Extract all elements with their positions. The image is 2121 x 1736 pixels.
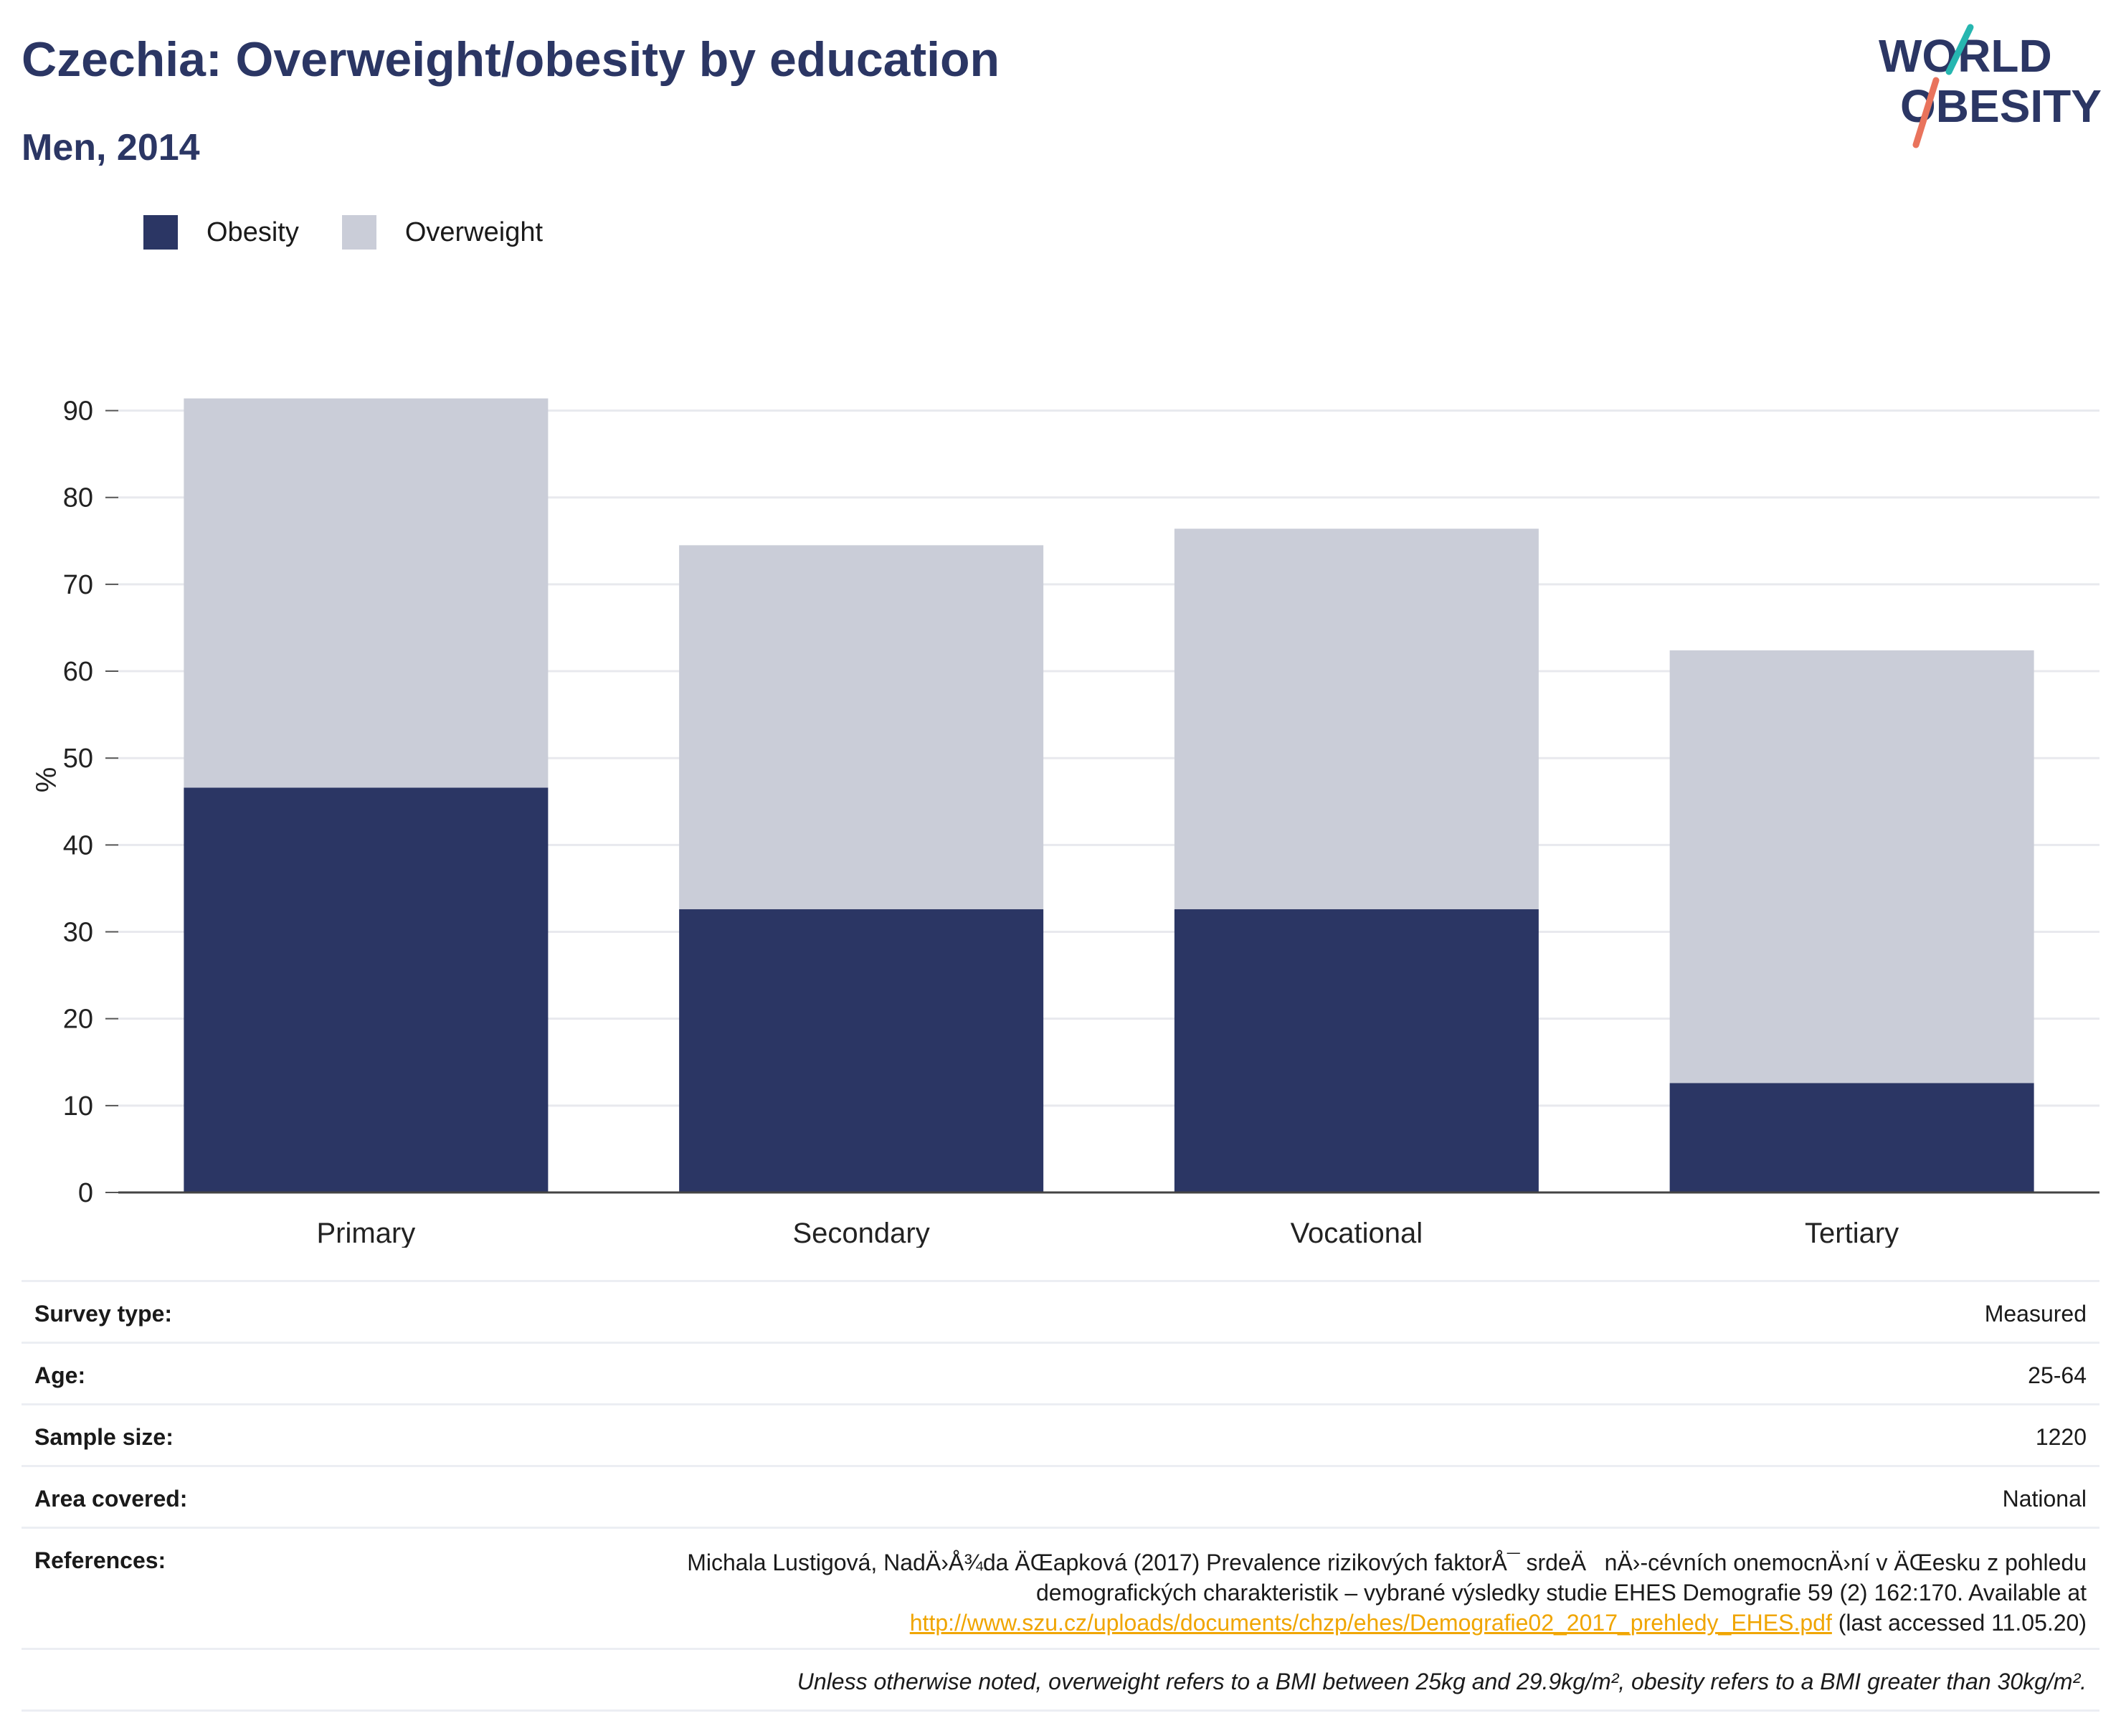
bar-overweight-primary	[184, 398, 549, 788]
y-tick-label: 0	[78, 1178, 93, 1208]
page-title: Czechia: Overweight/obesity by education	[22, 32, 1000, 87]
x-tick-label: Tertiary	[1805, 1218, 1899, 1248]
bar-overweight-vocational	[1174, 528, 1539, 910]
y-tick-label: 10	[63, 1091, 93, 1121]
info-label: Survey type:	[34, 1301, 173, 1327]
y-tick-label: 50	[63, 744, 93, 774]
info-row-references: References: Michala Lustigová, NadÄ›Å¾da…	[22, 1527, 2099, 1648]
info-value: Measured	[1984, 1301, 2087, 1327]
info-value: 25-64	[2028, 1362, 2087, 1388]
survey-info-table: Survey type: Measured Age: 25-64 Sample …	[22, 1280, 2099, 1712]
bar-overweight-secondary	[679, 545, 1044, 910]
legend-item-overweight[interactable]: Overweight	[341, 215, 544, 250]
y-tick-label: 40	[63, 830, 93, 860]
references-line: demografických charakteristik – vybrané …	[1035, 1580, 2087, 1605]
references-link[interactable]: http://www.szu.cz/uploads/documents/chzp…	[909, 1610, 1832, 1636]
info-label: Area covered:	[34, 1486, 188, 1512]
stacked-bar-chart: 0 10 20 30 40 50 60 70 80 90% Primary Secondary Voca…	[31, 397, 2099, 1248]
info-row-age: Age: 25-64	[22, 1342, 2099, 1403]
legend-swatch-obesity	[143, 215, 178, 250]
references-text: Michala Lustigová, NadÄ›Å¾da ÄŒapková (2…	[687, 1547, 2087, 1638]
y-axis-label: %	[31, 767, 62, 793]
bar-obesity-primary	[184, 787, 549, 1192]
x-tick-label: Secondary	[793, 1218, 930, 1248]
y-tick-label: 30	[63, 918, 93, 948]
info-row-sample-size: Sample size: 1220	[22, 1403, 2099, 1465]
world-obesity-logo: WORLD OBESITY	[1864, 22, 2108, 151]
chart-legend: Obesity Overweight	[143, 215, 586, 250]
y-tick-label: 70	[63, 570, 93, 600]
x-tick-label: Primary	[316, 1218, 415, 1248]
references-accessed: (last accessed 11.05.20)	[1831, 1610, 2087, 1636]
legend-label-overweight: Overweight	[404, 217, 544, 247]
x-tick-label: Vocational	[1291, 1218, 1423, 1248]
info-value: 1220	[2035, 1424, 2087, 1450]
y-tick-label: 60	[63, 657, 93, 687]
legend-item-obesity[interactable]: Obesity	[143, 215, 299, 250]
bmi-definition-note: Unless otherwise noted, overweight refer…	[22, 1648, 2099, 1712]
info-label: References:	[34, 1547, 166, 1573]
info-row-survey-type: Survey type: Measured	[22, 1280, 2099, 1342]
bar-obesity-vocational	[1174, 909, 1539, 1192]
bar-obesity-secondary	[679, 909, 1044, 1192]
info-label: Sample size:	[34, 1424, 174, 1450]
y-tick-label: 90	[63, 397, 93, 427]
references-line: Michala Lustigová, NadÄ›Å¾da ÄŒapková (2…	[687, 1550, 2087, 1575]
legend-swatch-overweight	[341, 215, 376, 250]
references-line: http://www.szu.cz/uploads/documents/chzp…	[687, 1608, 2087, 1638]
bar-overweight-tertiary	[1669, 650, 2034, 1083]
info-row-area-covered: Area covered: National	[22, 1465, 2099, 1527]
y-tick-label: 20	[63, 1005, 93, 1035]
bar-obesity-tertiary	[1669, 1083, 2034, 1192]
info-label: Age:	[34, 1362, 86, 1388]
info-value: National	[2002, 1486, 2087, 1512]
page-subtitle: Men, 2014	[22, 127, 200, 169]
legend-label-obesity: Obesity	[207, 217, 299, 247]
y-tick-label: 80	[63, 483, 93, 513]
